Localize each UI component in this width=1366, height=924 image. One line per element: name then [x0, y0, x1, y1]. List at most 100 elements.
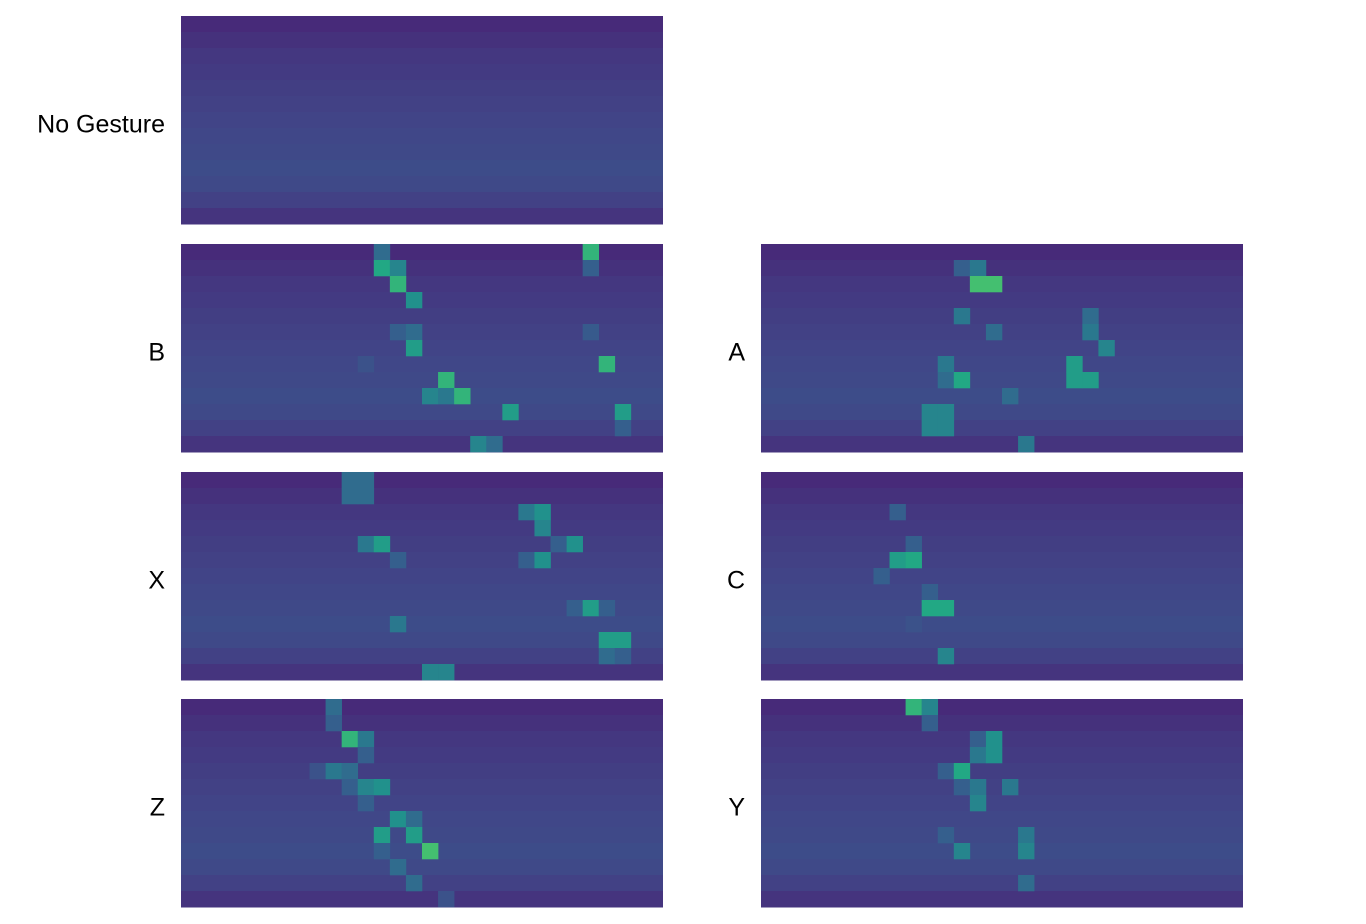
heatmap-cell	[614, 632, 632, 649]
heatmap-row	[761, 715, 1243, 732]
heatmap-cell	[598, 356, 616, 373]
heatmap-cell	[389, 859, 407, 876]
heatmap-row	[181, 436, 663, 453]
heatmap-cell	[438, 664, 455, 681]
heatmap-cell	[309, 763, 326, 780]
heatmap-row	[761, 260, 1243, 277]
heatmap-row	[761, 308, 1243, 325]
heatmap-cell	[598, 600, 616, 617]
panel-label: X	[148, 567, 165, 595]
heatmap-cell	[1066, 356, 1083, 373]
heatmap-cell	[405, 292, 423, 309]
heatmap-row	[181, 795, 663, 812]
heatmap-cell	[405, 875, 423, 892]
heatmap-row	[761, 552, 1243, 569]
heatmap-row	[181, 568, 663, 585]
heatmap-row	[761, 356, 1243, 373]
heatmap-row	[761, 372, 1243, 389]
heatmap-cell	[985, 747, 1003, 764]
heatmap-cell	[582, 600, 600, 617]
heatmap-cell	[1018, 843, 1035, 860]
heatmap-cell	[438, 891, 455, 908]
heatmap-cell	[357, 779, 375, 796]
heatmap-cell	[953, 308, 971, 325]
heatmap-row	[761, 420, 1243, 437]
heatmap-cell	[518, 504, 535, 521]
heatmap-row	[181, 648, 663, 665]
heatmap-row	[761, 600, 1243, 617]
heatmap-cell	[389, 616, 407, 633]
heatmap-row	[181, 64, 663, 81]
heatmap-cell	[1082, 372, 1099, 389]
heatmap-row	[181, 16, 663, 33]
heatmap-row	[761, 632, 1243, 649]
heatmap-row	[761, 244, 1243, 261]
heatmap-row	[761, 875, 1243, 892]
heatmap-cell	[582, 260, 600, 277]
heatmap-cell	[373, 260, 391, 277]
heatmap-row	[181, 488, 663, 505]
heatmap-cell	[438, 372, 455, 389]
heatmap-row	[181, 616, 663, 633]
heatmap-cell	[889, 504, 906, 521]
heatmap-cell	[325, 715, 342, 732]
heatmap-cell	[486, 436, 503, 453]
heatmap-cell	[953, 372, 971, 389]
heatmap-row	[181, 112, 663, 129]
heatmap-row	[761, 763, 1243, 780]
heatmap-cell	[937, 356, 955, 373]
heatmap-row	[181, 747, 663, 764]
heatmap-row	[181, 584, 663, 601]
heatmap-row	[181, 504, 663, 521]
heatmap-row	[181, 731, 663, 748]
heatmap-row	[181, 779, 663, 796]
heatmap-cell	[953, 763, 971, 780]
heatmap-cell	[373, 779, 391, 796]
heatmap-cell	[1002, 779, 1019, 796]
heatmap-row	[761, 811, 1243, 828]
heatmap-row	[181, 160, 663, 177]
heatmap-cell	[389, 260, 407, 277]
heatmap-cell	[341, 731, 359, 748]
heatmap-row	[761, 488, 1243, 505]
heatmap-row	[761, 648, 1243, 665]
heatmap-cell	[1082, 324, 1099, 341]
heatmap-row	[181, 48, 663, 65]
heatmap-row	[761, 584, 1243, 601]
heatmap-cell	[582, 244, 600, 261]
heatmap-cell	[969, 260, 987, 277]
heatmap-cell	[953, 779, 971, 796]
heatmap-cell	[389, 324, 407, 341]
heatmap-cell	[598, 648, 616, 665]
heatmap-row	[181, 520, 663, 537]
heatmap-row	[181, 715, 663, 732]
heatmap-cell	[921, 715, 939, 732]
heatmap-row	[181, 244, 663, 261]
heatmap-cell	[373, 244, 391, 261]
heatmap-cell	[985, 276, 1003, 293]
heatmap-row	[761, 795, 1243, 812]
heatmap-cell	[937, 372, 955, 389]
heatmap-cell	[357, 488, 375, 505]
heatmap-cell	[889, 552, 906, 569]
heatmap-cell	[405, 827, 423, 844]
heatmap-cell	[921, 420, 939, 437]
heatmap-cell	[357, 795, 375, 812]
heatmap-row	[181, 356, 663, 373]
heatmap-row	[181, 404, 663, 421]
heatmap-cell	[937, 827, 955, 844]
panel-label: Z	[150, 794, 165, 822]
heatmap-row	[181, 552, 663, 569]
heatmap-row	[761, 859, 1243, 876]
heatmap-cell	[969, 276, 987, 293]
heatmap-cell	[969, 795, 987, 812]
heatmap-row	[761, 504, 1243, 521]
heatmap-cell	[422, 664, 439, 681]
heatmap-cell	[614, 404, 632, 421]
heatmap-row	[761, 568, 1243, 585]
heatmap-cell	[1018, 827, 1035, 844]
heatmap-cell	[905, 536, 922, 553]
heatmap-cell	[905, 552, 922, 569]
heatmap-cell	[454, 388, 471, 405]
heatmap-cell	[470, 436, 487, 453]
